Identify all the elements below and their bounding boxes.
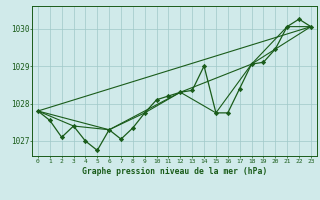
X-axis label: Graphe pression niveau de la mer (hPa): Graphe pression niveau de la mer (hPa) [82, 167, 267, 176]
